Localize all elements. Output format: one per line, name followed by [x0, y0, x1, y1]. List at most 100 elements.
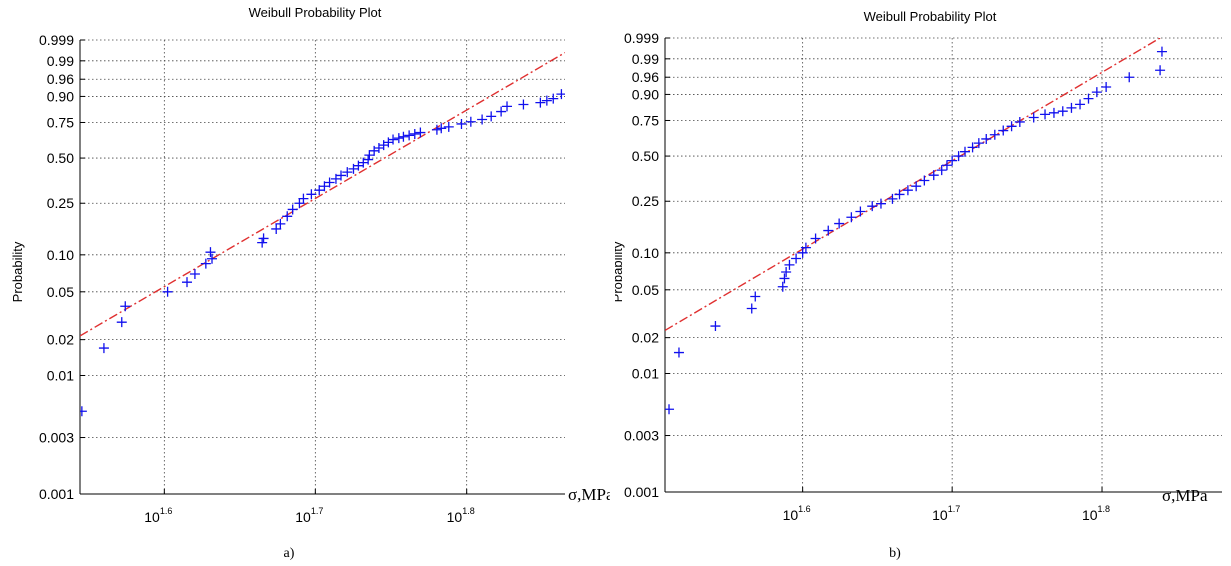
data-point [383, 137, 394, 148]
y-tick-label: 0.001 [624, 484, 659, 500]
y-tick-label: 0.75 [47, 114, 74, 130]
data-point [855, 206, 866, 217]
data-point [1124, 72, 1135, 83]
data-point [959, 146, 970, 157]
y-tick-label: 0.999 [39, 32, 74, 48]
chart-panel-b: Weibull Probability Plot Probability σ,M… [615, 0, 1225, 566]
data-point [80, 406, 87, 417]
data-point [834, 218, 845, 229]
data-point [919, 175, 930, 186]
y-tick-label: 0.99 [47, 53, 74, 69]
data-point [314, 185, 325, 196]
y-tick-label: 0.02 [632, 330, 659, 346]
data-point [342, 167, 353, 178]
data-point [415, 127, 426, 138]
y-axis-label: Probability [615, 241, 625, 302]
figure-caption: a) [284, 546, 295, 561]
data-point [967, 142, 978, 153]
data-point [1006, 121, 1017, 132]
y-tick-label: 0.003 [39, 430, 74, 446]
data-point [973, 138, 984, 149]
data-point [887, 193, 898, 204]
data-point [409, 128, 420, 139]
data-point [205, 247, 216, 258]
y-tick-label: 0.25 [632, 193, 659, 209]
data-point [784, 259, 795, 270]
x-tick-label: 101.6 [144, 506, 172, 525]
y-tick-label: 0.99 [632, 51, 659, 67]
y-tick-label: 0.05 [47, 284, 74, 300]
data-point [162, 286, 173, 297]
data-point [282, 211, 293, 222]
y-tick-label: 0.90 [632, 86, 659, 102]
data-point [779, 273, 790, 284]
data-point [436, 123, 447, 134]
data-point [364, 150, 375, 161]
fit-line [665, 38, 1161, 331]
data-point [750, 291, 761, 302]
data-point [1075, 99, 1086, 110]
series-group [665, 38, 1167, 415]
fit-line [80, 52, 565, 337]
data-point [797, 247, 808, 258]
data-point [388, 134, 399, 145]
y-tick-label: 0.50 [632, 148, 659, 164]
weibull-chart-b: Weibull Probability Plot Probability σ,M… [615, 9, 1222, 561]
y-tick-label: 0.01 [47, 368, 74, 384]
data-point [936, 165, 947, 176]
y-tick-label: 0.90 [47, 88, 74, 104]
data-point [306, 189, 317, 200]
data-point [981, 133, 992, 144]
data-point [518, 99, 529, 110]
data-point [1155, 65, 1166, 76]
x-tick-label: 101.8 [447, 506, 475, 525]
data-point [373, 142, 384, 153]
data-point [710, 321, 721, 332]
y-tick-label: 0.75 [632, 112, 659, 128]
data-point [791, 253, 802, 264]
data-point [902, 185, 913, 196]
y-tick-label: 0.96 [632, 69, 659, 85]
data-point [336, 170, 347, 181]
data-point [846, 212, 857, 223]
data-point [867, 201, 878, 212]
y-tick-label: 0.25 [47, 195, 74, 211]
weibull-chart-a: Weibull Probability Plot Probability σ,M… [10, 5, 610, 561]
data-point [953, 151, 964, 162]
x-axis-label: σ,MPa [1162, 486, 1208, 505]
chart-title: Weibull Probability Plot [249, 5, 382, 20]
data-point [298, 193, 309, 204]
y-tick-label: 0.05 [632, 282, 659, 298]
data-point [1057, 106, 1068, 117]
data-point [431, 124, 442, 135]
data-point [443, 121, 454, 132]
data-point [200, 258, 211, 269]
data-point [1156, 46, 1167, 57]
y-axis-label: Probability [10, 241, 25, 302]
data-point [319, 181, 330, 192]
data-point [1028, 112, 1039, 123]
data-point [989, 129, 1000, 140]
data-point [535, 97, 546, 108]
data-point [207, 253, 218, 264]
plot-area [665, 37, 1222, 493]
x-axis-label: σ,MPa [568, 485, 610, 504]
y-tick-label: 0.10 [47, 247, 74, 263]
data-point [673, 347, 684, 358]
data-point [548, 93, 559, 104]
figure-caption: b) [889, 546, 901, 561]
data-point [98, 343, 109, 354]
y-tick-label: 0.10 [632, 245, 659, 261]
data-point [465, 116, 476, 127]
x-tick-label: 101.7 [295, 506, 323, 525]
data-point [378, 140, 389, 151]
y-tick-label: 0.003 [624, 428, 659, 444]
series-group [80, 52, 565, 417]
data-point [810, 233, 821, 244]
data-point [486, 111, 497, 122]
data-point [823, 225, 834, 236]
data-point [998, 125, 1009, 136]
y-tick-label: 0.50 [47, 150, 74, 166]
data-point [502, 101, 513, 112]
data-point [665, 404, 675, 415]
